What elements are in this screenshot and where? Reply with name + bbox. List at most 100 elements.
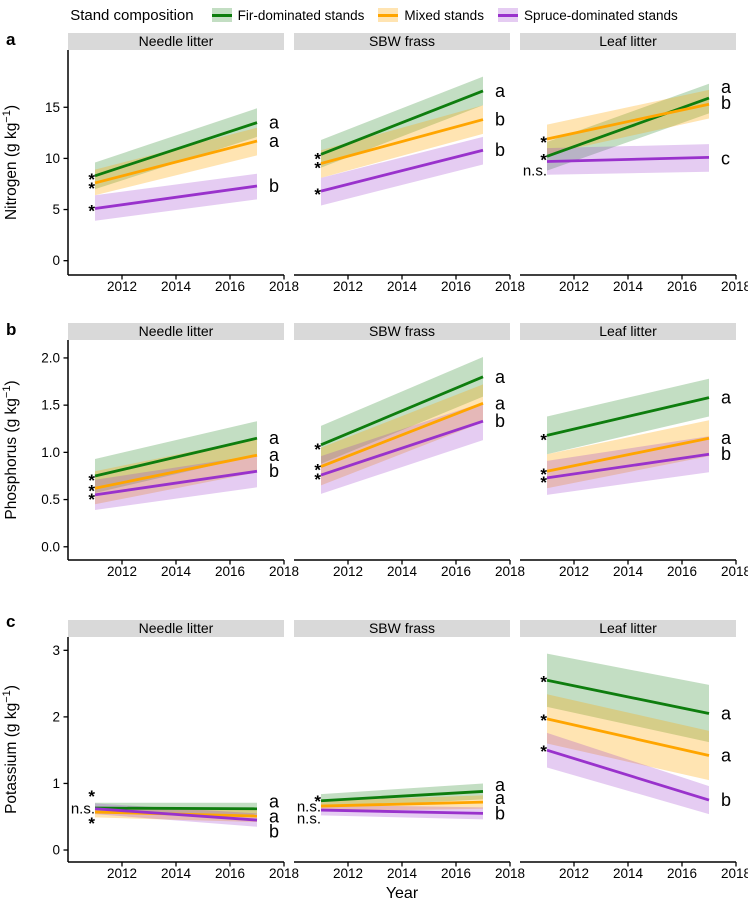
trend-line-spruce [94, 807, 258, 822]
trend-line-mixed [320, 401, 484, 468]
y-axis-title: Phosphorus (g kg−1) [1, 380, 20, 519]
significance-mixed: * [88, 179, 95, 198]
panel-title: SBW frass [369, 323, 435, 339]
chart-row-b: 0.0 0.5 1.0 1.5 2.0 Phosphorus (g kg−1) Needle… [1, 323, 748, 579]
fir-line-swatch-icon [211, 8, 232, 22]
x-tick-label: 2014 [387, 866, 418, 881]
chart-row-a: 0 5 10 15 Nitrogen (g kg−1) Needle litter 2012… [1, 33, 748, 294]
trend-line-spruce [320, 148, 484, 193]
y-tick-label: 3 [52, 643, 60, 658]
panel-title: Needle litter [139, 323, 214, 339]
panel-strip [520, 620, 736, 637]
trend-line-spruce [546, 452, 710, 480]
group-letter-fir: a [495, 367, 506, 387]
y-tick-label: 0.5 [41, 492, 60, 507]
significance-mixed: * [314, 159, 321, 178]
panel-title: Leaf litter [599, 620, 657, 636]
significance-mixed: * [540, 465, 547, 484]
significance-fir: n.s. [71, 801, 95, 818]
x-tick-label: 2018 [269, 866, 299, 881]
legend-label-spruce: Spruce-dominated stands [523, 7, 678, 23]
y-tick-label: 1.0 [41, 445, 60, 460]
x-tick-label: 2018 [495, 866, 525, 881]
mixed-line-icon [378, 13, 399, 17]
legend-label-fir: Fir-dominated stands [237, 7, 365, 23]
trend-line-mixed [546, 436, 710, 473]
panel-strip [294, 620, 510, 637]
group-letter-fir: a [721, 77, 732, 97]
x-tick-label: 2014 [387, 279, 418, 294]
y-tick-label: 10 [45, 151, 60, 166]
legend: Stand composition Fir-dominated stands M… [0, 0, 748, 30]
group-letter-spruce: c [721, 148, 730, 168]
significance-fir: * [540, 150, 547, 169]
x-tick-label: 2012 [107, 279, 137, 294]
x-tick-label: 2016 [667, 564, 697, 579]
trend-line-spruce [546, 155, 710, 163]
x-tick-label: 2012 [559, 866, 589, 881]
group-letter-spruce: b [495, 140, 505, 160]
group-letter-fir: a [269, 791, 280, 811]
trend-line-fir [94, 806, 258, 811]
y-tick-label: 15 [45, 100, 60, 115]
group-letter-fir: a [721, 388, 732, 408]
significance-fir: * [314, 792, 321, 811]
y-tick-label: 0 [52, 843, 60, 858]
x-tick-label: 2018 [495, 564, 525, 579]
trend-line-spruce [546, 748, 710, 802]
group-letter-spruce: b [269, 821, 279, 841]
panel-strip [520, 33, 736, 50]
x-tick-label: 2012 [333, 866, 363, 881]
group-letter-fir: a [495, 775, 506, 795]
x-tick-label: 2014 [161, 866, 192, 881]
legend-item-mixed: Mixed stands [378, 8, 484, 23]
x-tick-label: 2012 [107, 564, 137, 579]
x-tick-label: 2012 [559, 279, 589, 294]
legend-item-spruce: Spruce-dominated stands [497, 7, 678, 23]
significance-spruce: * [314, 470, 321, 489]
x-tick-label: 2014 [161, 279, 192, 294]
y-tick-label: 2 [52, 709, 60, 724]
significance-spruce: * [314, 185, 321, 204]
y-tick-label: 2.0 [41, 350, 60, 365]
panel-strip [294, 33, 510, 50]
panel-title: Leaf litter [599, 323, 657, 339]
trend-line-fir [546, 678, 710, 715]
group-letter-mixed: a [495, 393, 506, 413]
trend-line-mixed [546, 102, 710, 141]
x-tick-label: 2018 [721, 279, 748, 294]
significance-fir: * [540, 430, 547, 449]
group-letter-mixed: a [721, 428, 732, 448]
y-tick-label: 5 [52, 202, 60, 217]
group-letter-spruce: b [269, 176, 279, 196]
x-tick-label: 2014 [613, 279, 644, 294]
chart-row-c: 0 1 2 3 Potassium (g kg−1) Needle litter 2012 2… [1, 620, 748, 902]
significance-mixed: * [88, 814, 95, 833]
x-tick-label: 2014 [387, 564, 418, 579]
trend-line-fir [94, 436, 258, 478]
trend-line-mixed [546, 717, 710, 757]
x-tick-label: 2016 [667, 279, 697, 294]
y-axis-title: Potassium (g kg−1) [1, 685, 20, 814]
trend-line-fir [320, 89, 484, 156]
panel-tag-b: b [6, 320, 17, 339]
panel-title: Needle litter [139, 620, 214, 636]
significance-spruce: * [540, 742, 547, 761]
panel-strip [68, 620, 284, 637]
panel-strip [68, 33, 284, 50]
legend-label-mixed: Mixed stands [404, 7, 484, 23]
trend-line-spruce [320, 419, 484, 477]
significance-spruce: * [88, 787, 95, 806]
significance-mixed: * [88, 481, 95, 500]
group-letter-mixed: a [495, 788, 506, 808]
trend-line-fir [320, 375, 484, 447]
chart-rows: 0 5 10 15 Nitrogen (g kg−1) Needle litter 2012… [0, 30, 748, 903]
y-tick-label: 0 [52, 253, 60, 268]
group-letter-spruce: b [495, 803, 505, 823]
ci-band-spruce [547, 732, 709, 815]
panel-tag-a: a [6, 30, 16, 49]
group-letter-fir: a [495, 81, 506, 101]
significance-mixed: * [540, 133, 547, 152]
x-tick-label: 2016 [215, 279, 245, 294]
x-tick-label: 2018 [269, 564, 299, 579]
